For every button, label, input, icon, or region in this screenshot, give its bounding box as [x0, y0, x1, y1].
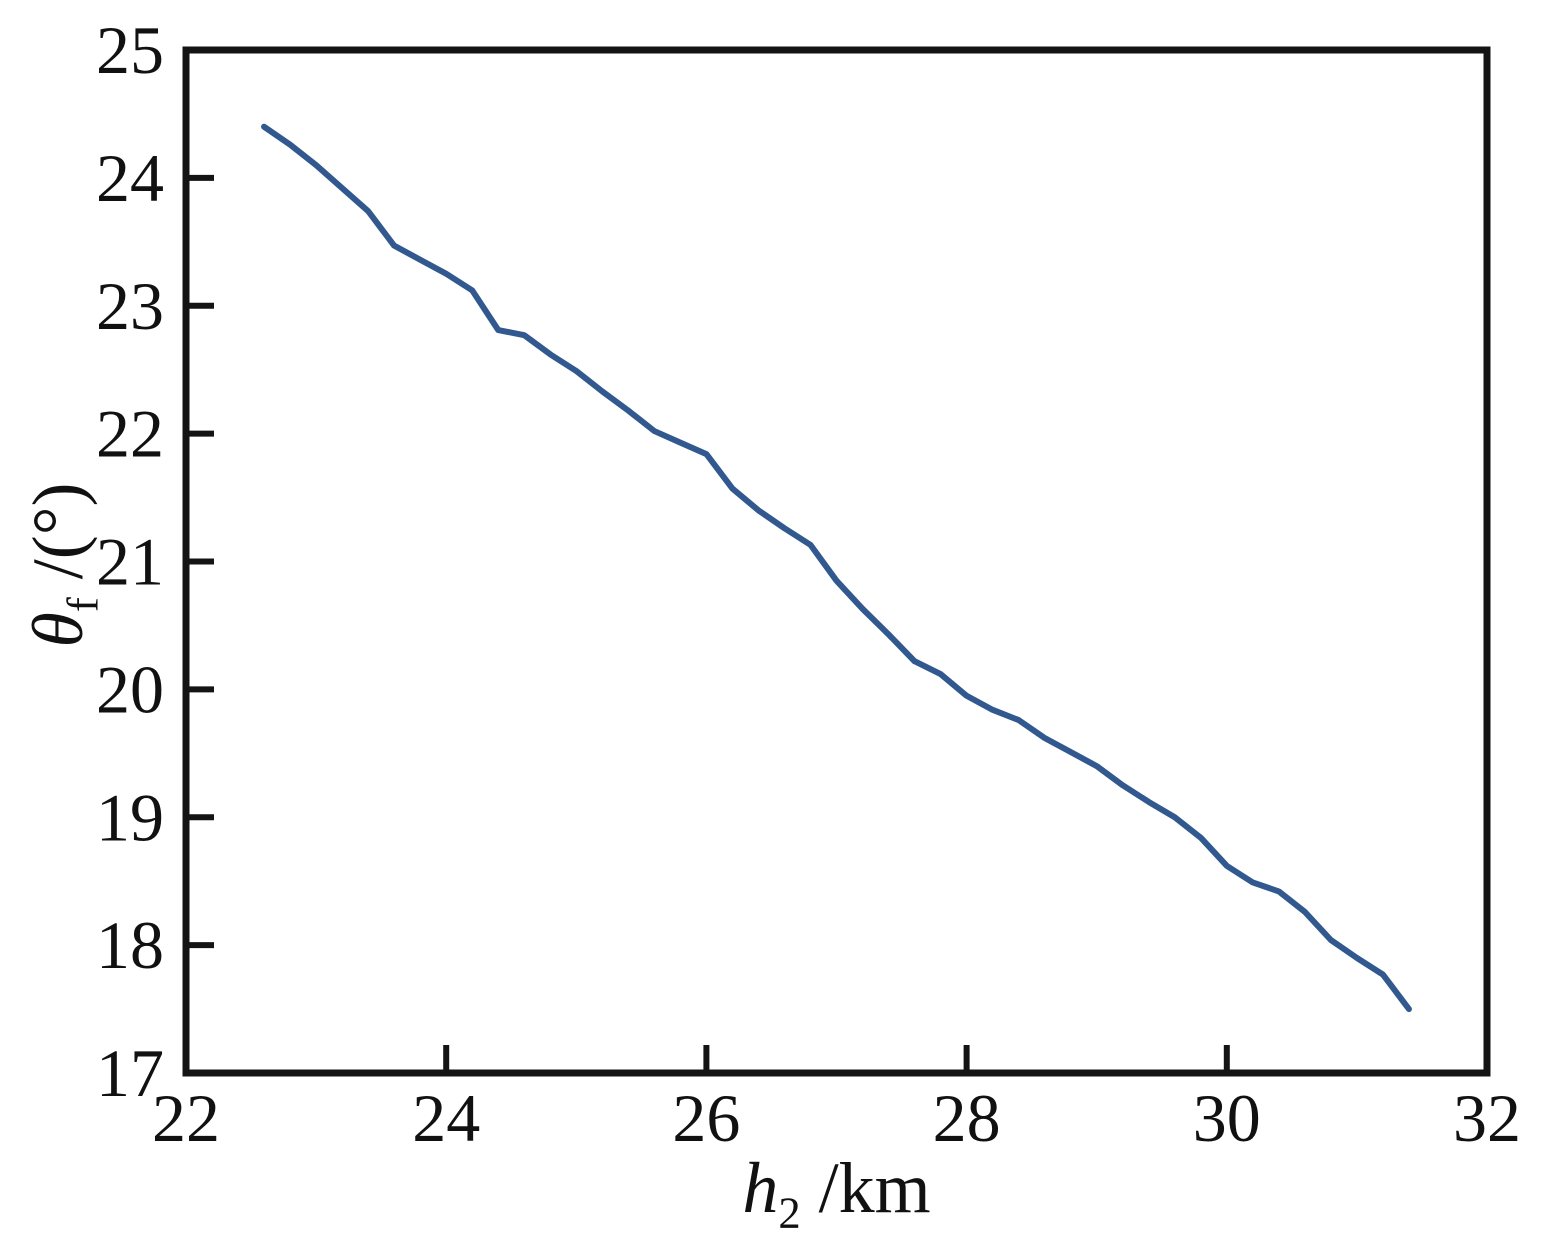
x-axis-label: h2 /km	[186, 1152, 1487, 1235]
y-tick-label: 17	[96, 1035, 164, 1111]
x-axis-label-unit: /km	[800, 1148, 931, 1228]
y-axis-label-subscript: f	[57, 597, 108, 613]
x-tick-label: 24	[412, 1080, 480, 1156]
y-tick-label: 24	[96, 140, 164, 216]
y-tick-label: 25	[96, 12, 164, 88]
x-tick-label: 32	[1453, 1080, 1521, 1156]
data-line-theta_f	[261, 123, 1412, 1013]
x-tick-label: 30	[1193, 1080, 1261, 1156]
y-axis-label: θf /(°)	[18, 483, 108, 648]
x-tick-label: 28	[933, 1080, 1001, 1156]
y-tick-label: 22	[96, 396, 164, 472]
x-tick-label: 22	[152, 1080, 220, 1156]
x-axis-label-subscript: 2	[778, 1187, 801, 1238]
y-tick-label: 21	[96, 524, 164, 600]
x-axis-label-variable: h	[742, 1148, 779, 1228]
y-tick-label: 20	[96, 651, 164, 727]
y-axis-label-variable: θ	[18, 612, 98, 648]
y-tick-label: 18	[96, 907, 164, 983]
y-tick-label: 19	[96, 779, 164, 855]
y-axis-label-unit: /(°)	[18, 482, 98, 598]
y-tick-label: 23	[96, 268, 164, 344]
x-tick-label: 26	[672, 1080, 740, 1156]
plot-frame	[182, 46, 1491, 1077]
